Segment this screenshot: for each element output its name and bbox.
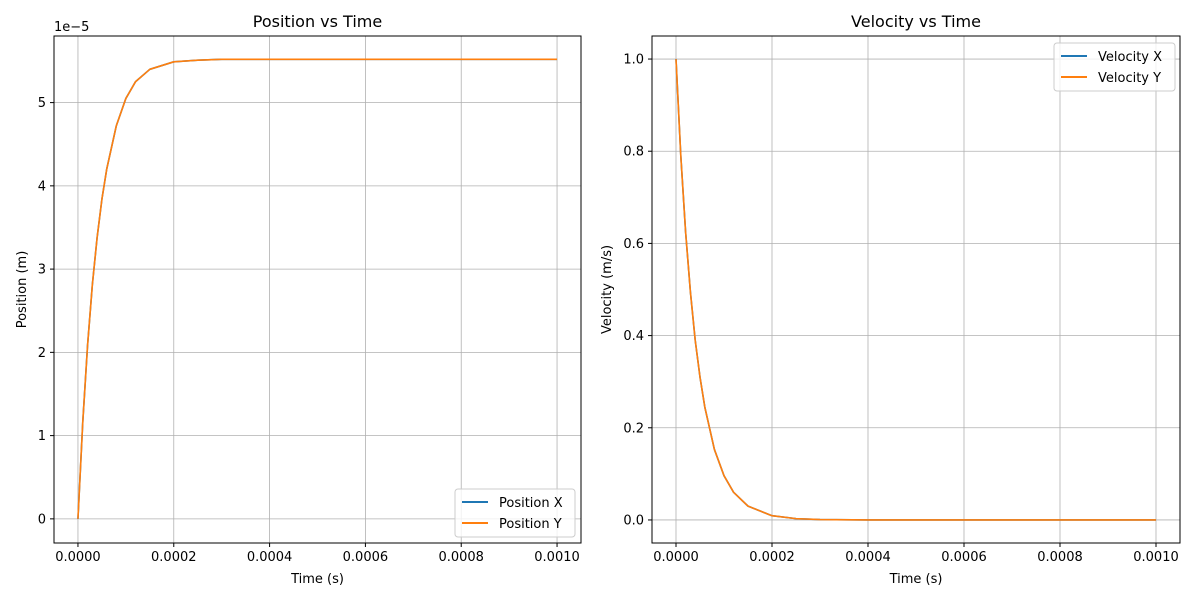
y-tick-label: 0.2	[623, 421, 644, 436]
x-tick-label: 0.0002	[749, 550, 795, 565]
x-tick-label: 0.0004	[845, 550, 891, 565]
y-tick-label: 5	[38, 96, 46, 111]
x-tick-label: 0.0008	[438, 550, 484, 565]
legend-label: Velocity X	[1098, 50, 1162, 65]
y-tick-label: 0.4	[623, 329, 644, 344]
x-tick-label: 0.0006	[343, 550, 389, 565]
x-axis-label: Time (s)	[290, 572, 344, 587]
x-tick-label: 0.0010	[1133, 550, 1179, 565]
series-line-position-y	[77, 58, 558, 519]
y-tick-label: 0.8	[623, 145, 644, 160]
y-tick-label: 0	[38, 512, 46, 527]
x-tick-label: 0.0004	[247, 550, 293, 565]
x-tick-label: 0.0006	[941, 550, 987, 565]
plot-frame	[651, 35, 1181, 544]
y-tick-label: 2	[38, 346, 46, 361]
position-chart: 0.0000 0.0002 0.0004 0.0006 0.0008 0.0010 0 1 2 3…	[15, 12, 582, 587]
y-tick-label: 3	[38, 263, 46, 278]
legend-label: Position Y	[499, 517, 562, 532]
velocity-chart: 0.0000 0.0002 0.0004 0.0006 0.0008 0.0010 0.0 0…	[600, 12, 1181, 587]
x-axis-label: Time (s)	[889, 572, 943, 587]
x-tick-label: 0.0010	[534, 550, 580, 565]
y-tick-label: 1	[38, 429, 46, 444]
series-line-velocity-y	[675, 59, 1156, 521]
y-offset-text: 1e−5	[54, 20, 89, 35]
x-tick-label: 0.0000	[55, 550, 101, 565]
y-tick-label: 0.0	[623, 513, 644, 528]
x-tick-label: 0.0000	[653, 550, 699, 565]
y-tick-label: 1.0	[623, 53, 644, 68]
legend: Velocity X Velocity Y	[1053, 42, 1176, 92]
y-tick-label: 4	[38, 179, 46, 194]
x-tick-label: 0.0002	[151, 550, 197, 565]
legend: Position X Position Y	[454, 488, 576, 538]
y-tick-label: 0.6	[623, 237, 644, 252]
legend-label: Velocity Y	[1098, 71, 1161, 86]
legend-label: Position X	[499, 496, 563, 511]
chart-title: Velocity vs Time	[851, 12, 981, 31]
chart-title: Position vs Time	[253, 12, 382, 31]
plot-frame	[53, 35, 582, 544]
series-line-position-x	[77, 58, 558, 519]
y-axis-label: Velocity (m/s)	[600, 245, 615, 334]
y-axis-label: Position (m)	[15, 251, 30, 329]
series-line-velocity-x	[675, 59, 1156, 521]
x-tick-label: 0.0008	[1037, 550, 1083, 565]
